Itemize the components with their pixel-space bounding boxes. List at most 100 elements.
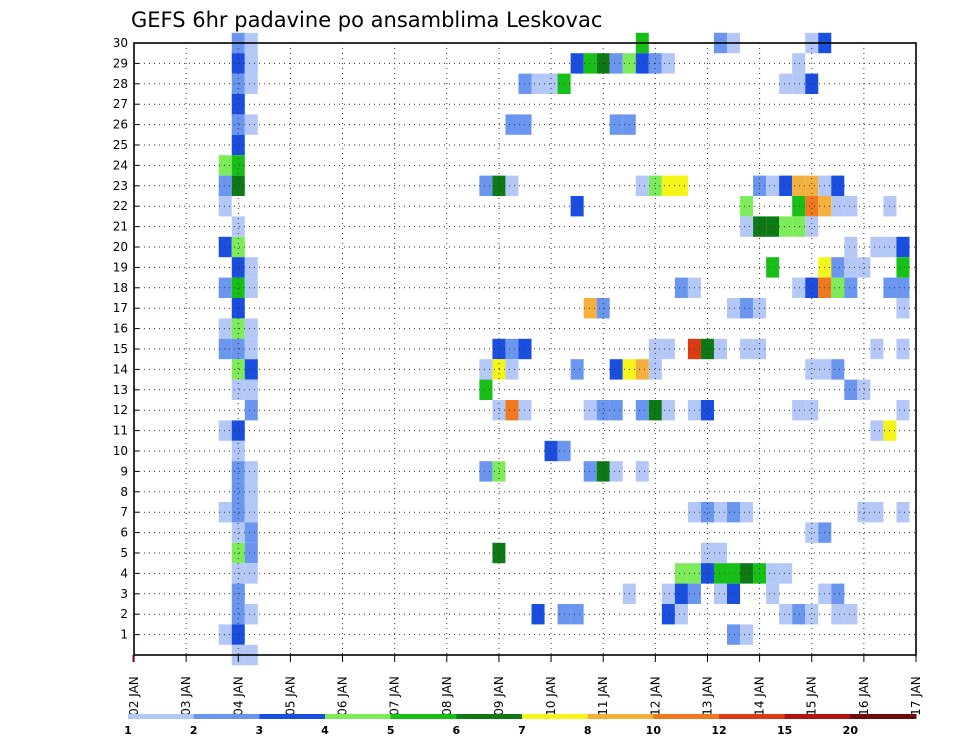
y-tick-label: 12 (113, 403, 128, 417)
x-tick-label: 02 JAN (127, 676, 141, 716)
y-tick-label: 27 (113, 97, 128, 111)
legend-swatch (456, 714, 523, 719)
y-tick-label: 21 (113, 220, 128, 234)
precip-cell (857, 257, 871, 278)
y-tick-label: 23 (113, 179, 128, 193)
precip-cell (740, 338, 754, 360)
precip-cell (727, 563, 741, 584)
precip-cell (896, 502, 910, 523)
precip-cell (231, 522, 245, 543)
legend-label: 7 (518, 724, 526, 737)
x-tick-label: 14 JAN (753, 676, 767, 716)
precip-cell (870, 502, 884, 523)
precip-cell (231, 236, 245, 258)
precip-cell (244, 461, 258, 482)
precip-cell (857, 502, 871, 523)
precip-cell (218, 155, 232, 176)
precip-cell (766, 257, 780, 278)
precip-cell (218, 338, 232, 360)
y-tick-label: 1 (120, 628, 128, 642)
precip-cell (661, 338, 675, 360)
precip-cell (805, 359, 819, 380)
precip-cell (779, 604, 793, 625)
legend-swatch (193, 714, 260, 719)
cells-layer (218, 32, 910, 666)
precip-cell (661, 604, 675, 625)
precip-cell (231, 502, 245, 523)
precip-cell (244, 400, 258, 421)
precip-cell (609, 359, 623, 380)
y-tick-label: 30 (113, 36, 128, 50)
precip-cell (713, 502, 728, 523)
precip-cell (244, 73, 258, 94)
legend-label: 20 (843, 724, 859, 737)
y-tick-label: 3 (120, 587, 128, 601)
precip-cell (244, 114, 258, 135)
x-tick-label: 05 JAN (283, 676, 297, 716)
precip-cell (635, 53, 649, 74)
legend-label: 4 (321, 724, 329, 737)
x-tick-label: 13 JAN (700, 676, 714, 716)
legend-label: 15 (777, 724, 792, 737)
precip-cell (635, 359, 649, 380)
x-tick-label: 09 JAN (492, 676, 506, 716)
precip-cell (805, 400, 819, 421)
x-tick-label: 06 JAN (336, 676, 350, 716)
x-tick-label: 17 JAN (909, 676, 923, 716)
y-tick-label: 6 (120, 526, 128, 540)
precip-cell (231, 481, 245, 502)
precip-cell (766, 563, 780, 584)
precip-cell (857, 379, 871, 400)
precip-cell (244, 563, 258, 584)
precip-cell (231, 420, 245, 441)
precip-cell (505, 114, 519, 135)
precip-cell (844, 196, 858, 217)
precip-cell (805, 196, 819, 217)
y-tick-label: 18 (113, 281, 128, 295)
precip-cell (870, 338, 884, 360)
y-tick-label: 17 (113, 301, 128, 315)
precip-cell (896, 298, 910, 319)
x-tick-label: 15 JAN (805, 676, 819, 716)
precip-cell (727, 624, 741, 645)
precip-cell (805, 175, 819, 196)
y-tick-label: 24 (113, 158, 128, 172)
precip-cell (244, 522, 258, 543)
precip-cell (531, 604, 545, 625)
precip-cell (831, 175, 845, 196)
precip-cell (661, 583, 675, 604)
precip-cell (244, 53, 258, 74)
precip-cell (831, 583, 845, 604)
precip-cell (231, 624, 245, 645)
y-tick-label: 9 (120, 464, 128, 478)
precip-cell (492, 359, 506, 380)
precip-cell (492, 175, 506, 196)
precip-cell (792, 175, 806, 196)
y-tick-label: 10 (113, 444, 128, 458)
precip-cell (648, 359, 662, 380)
legend-label: 5 (387, 724, 395, 737)
y-tick-label: 8 (120, 485, 128, 499)
precip-cell (218, 420, 232, 441)
precip-cell (766, 583, 780, 604)
legend-swatch (259, 714, 326, 719)
legend: 1 2 3 4 5 6 7 8 10 12 15 20 (124, 714, 917, 737)
legend-swatch (325, 714, 392, 719)
precip-cell (231, 277, 245, 298)
precip-cell (844, 257, 858, 278)
precip-cell (218, 175, 232, 196)
precip-cell (896, 257, 910, 278)
precip-cell (218, 318, 232, 339)
precip-cell (792, 400, 806, 421)
precip-cell (674, 604, 688, 625)
precip-cell (583, 400, 597, 421)
y-tick-label: 19 (113, 260, 128, 274)
precip-cell (609, 53, 623, 74)
precip-cell (231, 114, 245, 135)
precip-cell (231, 175, 245, 196)
precip-cell (727, 502, 741, 523)
precip-cell (700, 502, 714, 523)
precip-cell (479, 175, 493, 196)
precip-cell (674, 175, 688, 196)
